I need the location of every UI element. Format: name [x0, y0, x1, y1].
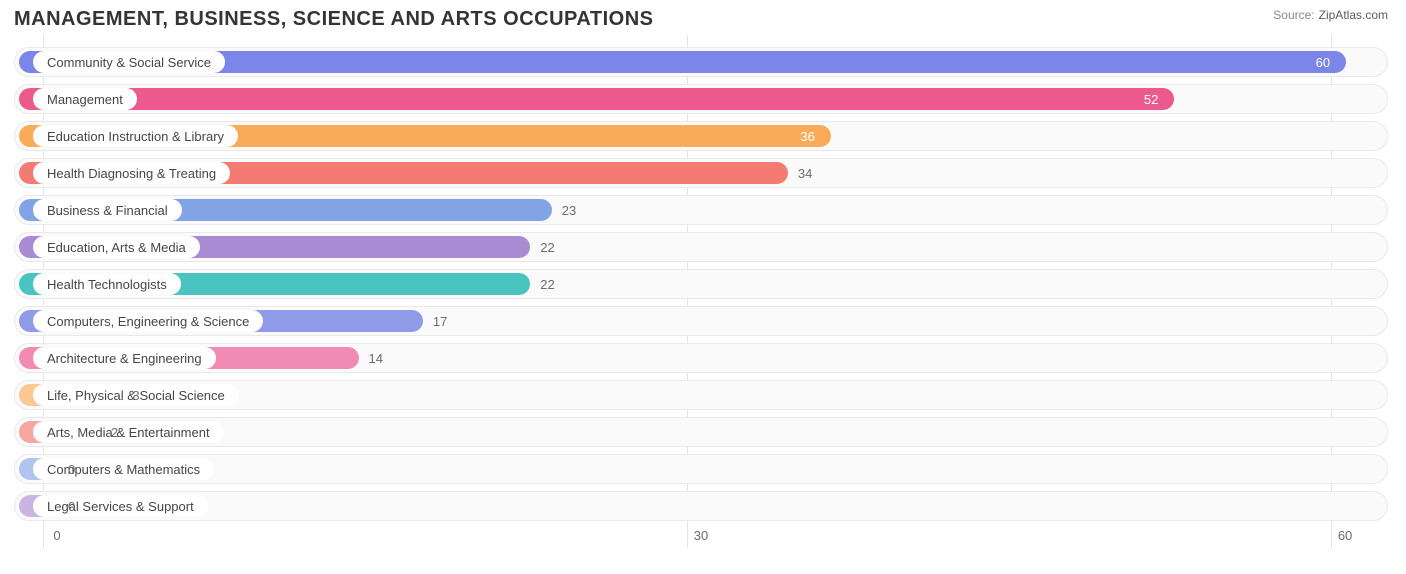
bar-row: Management 52: [14, 84, 1388, 114]
x-tick: 30: [694, 528, 708, 543]
value-label: 0: [68, 455, 75, 483]
category-label: Architecture & Engineering: [33, 347, 216, 369]
x-axis: 0 30 60: [14, 528, 1388, 548]
category-label: Education, Arts & Media: [33, 236, 200, 258]
chart-title: MANAGEMENT, BUSINESS, SCIENCE AND ARTS O…: [14, 8, 653, 31]
category-label: Business & Financial: [33, 199, 182, 221]
chart-area: Community & Social Service 60 Management 52…: [0, 35, 1406, 574]
bar-row: Community & Social Service 60: [14, 47, 1388, 77]
category-label: Legal Services & Support: [33, 495, 208, 517]
value-label: 23: [562, 196, 576, 224]
category-label: Computers, Engineering & Science: [33, 310, 263, 332]
value-label: 2: [111, 418, 118, 446]
category-label: Health Technologists: [33, 273, 181, 295]
x-tick: 0: [53, 528, 60, 543]
bar-row: Arts, Media & Entertainment2: [14, 417, 1388, 447]
source-value: ZipAtlas.com: [1319, 8, 1388, 22]
category-label: Health Diagnosing & Treating: [33, 162, 230, 184]
value-label: 22: [540, 233, 554, 261]
value-label: 52: [1144, 85, 1158, 113]
x-tick: 60: [1338, 528, 1352, 543]
bar-list: Community & Social Service 60 Management 52…: [14, 47, 1388, 521]
value-label: 0: [68, 492, 75, 520]
bar-row: Education Instruction & Library 36: [14, 121, 1388, 151]
bar-row: Architecture & Engineering 14: [14, 343, 1388, 373]
category-label: Community & Social Service: [33, 51, 225, 73]
value-label: 22: [540, 270, 554, 298]
category-label: Computers & Mathematics: [33, 458, 214, 480]
source-label: Source:: [1273, 8, 1314, 22]
value-label: 34: [798, 159, 812, 187]
bar-row: Health Technologists 22: [14, 269, 1388, 299]
category-label: Arts, Media & Entertainment: [33, 421, 224, 443]
bar-fill: [19, 88, 1174, 110]
value-label: 3: [132, 381, 139, 409]
bar-row: Life, Physical & Social Science3: [14, 380, 1388, 410]
value-label: 17: [433, 307, 447, 335]
value-label: 36: [800, 122, 814, 150]
source-attribution: Source: ZipAtlas.com: [1273, 8, 1388, 22]
bar-row: Computers & Mathematics0: [14, 454, 1388, 484]
value-label: 14: [369, 344, 383, 372]
value-label: 60: [1316, 48, 1330, 76]
category-label: Education Instruction & Library: [33, 125, 238, 147]
bar-row: Legal Services & Support0: [14, 491, 1388, 521]
bar-row: Computers, Engineering & Science 17: [14, 306, 1388, 336]
bar-row: Health Diagnosing & Treating 34: [14, 158, 1388, 188]
category-label: Management: [33, 88, 137, 110]
bar-row: Education, Arts & Media 22: [14, 232, 1388, 262]
bar-row: Business & Financial 23: [14, 195, 1388, 225]
